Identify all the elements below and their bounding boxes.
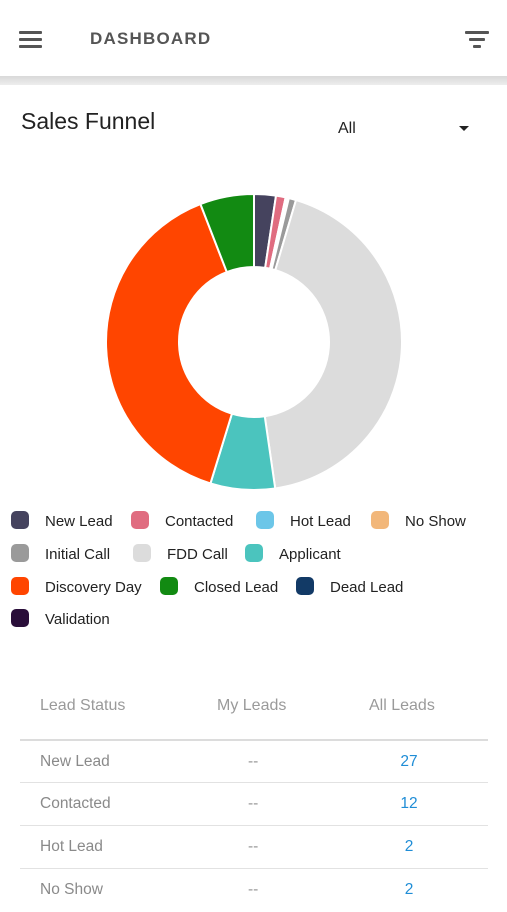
legend-swatch (371, 511, 389, 529)
sales-funnel-title: Sales Funnel (21, 108, 156, 134)
sales-funnel-donut-chart (105, 192, 403, 491)
header-all-leads: All Leads (369, 697, 435, 714)
donut-slice-closed-lead[interactable] (199, 192, 255, 274)
all-leads-link[interactable]: 12 (400, 795, 418, 812)
legend-swatch (11, 609, 29, 627)
all-leads-link[interactable]: 2 (404, 838, 414, 855)
my-leads-cell: -- (248, 795, 259, 812)
legend-swatch (133, 544, 151, 562)
lead-status-cell: New Lead (40, 753, 110, 770)
lead-status-cell: No Show (40, 881, 103, 898)
legend-label: Contacted (165, 513, 234, 530)
legend-swatch (11, 577, 29, 595)
legend-swatch (131, 511, 149, 529)
funnel-filter-dropdown[interactable]: All (338, 118, 473, 142)
legend-label: Validation (45, 611, 110, 628)
caret-down-icon (459, 126, 469, 131)
top-app-bar: DASHBOARD (0, 0, 507, 76)
legend-label: FDD Call (167, 546, 228, 563)
all-leads-link[interactable]: 2 (404, 881, 414, 898)
my-leads-cell: -- (248, 753, 259, 770)
chart-legend: New Lead Contacted Hot Lead No Show Initial … (11, 511, 466, 628)
legend-label: New Lead (45, 513, 113, 530)
lead-status-cell: Hot Lead (40, 838, 103, 855)
legend-swatch (160, 577, 178, 595)
legend-swatch (296, 577, 314, 595)
table-row[interactable]: No Show -- 2 (20, 868, 488, 912)
legend-label: Hot Lead (290, 513, 351, 530)
my-leads-cell: -- (248, 838, 259, 855)
lead-status-cell: Contacted (40, 795, 111, 812)
table-row[interactable]: New Lead -- 27 (20, 739, 488, 784)
legend-label: Initial Call (45, 546, 111, 563)
legend-swatch (11, 544, 29, 562)
legend-label: No Show (405, 513, 466, 530)
all-leads-link[interactable]: 27 (400, 753, 418, 770)
legend-label: Applicant (279, 546, 341, 563)
legend-swatch (11, 511, 29, 529)
legend-label: Closed Lead (194, 579, 279, 596)
legend-swatch (256, 511, 274, 529)
donut-slice-fdd-call[interactable] (263, 198, 403, 490)
my-leads-cell: -- (248, 881, 259, 898)
legend-label: Discovery Day (45, 579, 142, 596)
dropdown-selected-value: All (338, 120, 356, 137)
hamburger-menu-icon[interactable] (19, 31, 43, 49)
donut-slice-discovery-day[interactable] (105, 202, 234, 485)
header-lead-status: Lead Status (40, 697, 126, 714)
page-title: DASHBOARD (90, 29, 212, 48)
legend-swatch (245, 544, 263, 562)
table-row[interactable]: Hot Lead -- 2 (20, 825, 488, 869)
legend-label: Dead Lead (330, 579, 404, 596)
header-my-leads: My Leads (217, 697, 287, 714)
filter-icon[interactable] (465, 31, 489, 49)
header-shadow-divider (0, 76, 507, 85)
table-row[interactable]: Contacted -- 12 (20, 782, 488, 826)
